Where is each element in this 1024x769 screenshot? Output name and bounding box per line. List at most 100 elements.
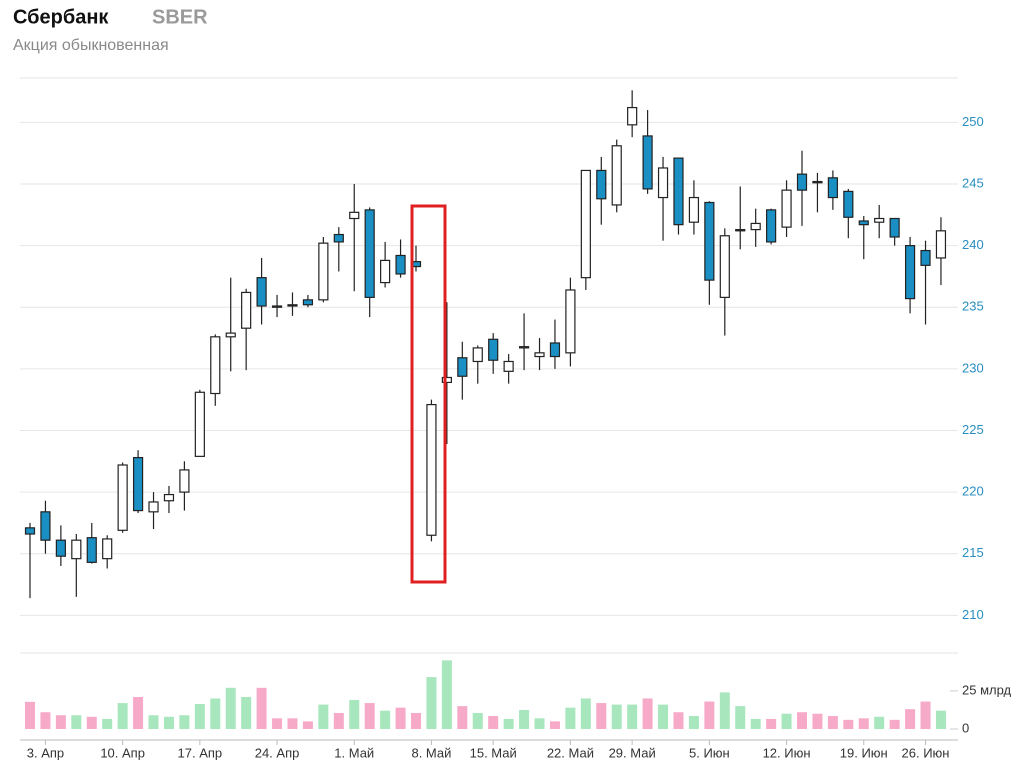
candle-body xyxy=(287,304,298,307)
candle-body xyxy=(920,249,931,266)
candle-body xyxy=(163,493,175,502)
volume-bar xyxy=(688,716,699,729)
volume-bar xyxy=(40,712,51,729)
candle-body xyxy=(148,501,159,513)
x-tick-label: 15. Май xyxy=(470,745,517,760)
candle-body xyxy=(179,469,190,493)
candle-body xyxy=(194,391,205,457)
volume-bar xyxy=(874,716,885,729)
candle-body xyxy=(858,220,869,226)
volume-bar xyxy=(349,700,360,729)
ticker: SBER xyxy=(152,6,208,28)
volume-bar xyxy=(534,718,545,729)
volume-bar xyxy=(225,687,236,729)
volume-tick-label: 25 млрд xyxy=(962,682,1012,697)
candle-body xyxy=(364,209,375,298)
volume-bar xyxy=(302,721,313,729)
x-tick-label: 10. Апр xyxy=(100,745,145,760)
candle-body xyxy=(395,254,406,275)
volume-bar xyxy=(179,715,190,729)
volume-bar xyxy=(364,703,375,729)
volume-bar xyxy=(627,704,638,729)
volume-bar xyxy=(658,704,669,729)
volume-bar xyxy=(750,718,761,729)
volume-bar xyxy=(889,719,900,729)
x-tick-label: 19. Июн xyxy=(840,745,888,760)
volume-bar xyxy=(735,706,746,729)
volume-bar xyxy=(194,703,205,729)
candle-body xyxy=(256,277,267,307)
candle-body xyxy=(241,291,252,329)
volume-bar xyxy=(519,709,530,729)
candle-body xyxy=(86,537,97,563)
candle-body xyxy=(781,189,792,228)
y-tick-label: 215 xyxy=(962,545,984,560)
x-tick-label: 22. Май xyxy=(547,745,594,760)
volume-bar xyxy=(25,701,35,729)
volume-bar xyxy=(333,712,344,729)
x-tick-label: 8. Май xyxy=(411,745,451,760)
candle-body xyxy=(349,211,360,220)
volume-bar xyxy=(565,707,576,729)
volume-bar xyxy=(905,709,916,729)
candle-body xyxy=(426,404,437,536)
candle-body xyxy=(719,235,730,298)
volume-bar xyxy=(920,701,931,729)
volume-bar xyxy=(642,698,653,729)
candle-body xyxy=(874,217,885,223)
y-tick-label: 240 xyxy=(962,237,984,252)
subtitle: Акция обыкновенная xyxy=(13,37,169,54)
y-tick-label: 225 xyxy=(962,422,984,437)
volume-tick-label: 0 xyxy=(962,720,969,735)
volume-bar xyxy=(102,718,113,729)
candle-body xyxy=(704,201,715,281)
candle-body xyxy=(843,190,854,218)
volume-bar xyxy=(241,696,252,729)
candle-body xyxy=(457,357,468,377)
x-tick-label: 1. Май xyxy=(334,745,374,760)
candle-body xyxy=(812,180,823,184)
candle-body xyxy=(750,222,761,231)
candle-body xyxy=(518,346,530,349)
volume-bar xyxy=(55,715,66,729)
candle-body xyxy=(441,376,452,384)
candle-body xyxy=(596,169,607,200)
candle-body xyxy=(117,464,128,531)
volume-bar xyxy=(843,719,854,729)
volume-bar xyxy=(411,712,421,729)
volume-bar xyxy=(858,718,869,729)
candle-body xyxy=(55,539,66,557)
volume-bar xyxy=(781,713,792,729)
volume-bar xyxy=(766,718,777,729)
x-tick-label: 29. Май xyxy=(609,745,656,760)
candle-body xyxy=(673,157,684,226)
volume-bar xyxy=(272,718,283,729)
candle-body xyxy=(827,177,838,199)
candle-body xyxy=(627,106,638,126)
y-tick-label: 245 xyxy=(962,175,984,190)
volume-bar xyxy=(133,696,144,729)
volume-bar xyxy=(611,704,622,729)
volume-bar xyxy=(287,718,298,729)
candle-body xyxy=(24,527,36,535)
x-tick-label: 26. Июн xyxy=(902,745,950,760)
x-tick-label: 12. Июн xyxy=(763,745,811,760)
volume-bar xyxy=(596,703,607,729)
volume-bar xyxy=(827,716,838,729)
candle-body xyxy=(735,228,746,232)
volume-bar xyxy=(503,718,514,729)
candle-body xyxy=(580,169,591,279)
volume-bar xyxy=(472,712,483,729)
candle-body xyxy=(688,196,700,223)
candle-body xyxy=(549,342,561,358)
volume-bar xyxy=(71,715,82,729)
candle-body xyxy=(302,299,314,306)
x-tick-label: 24. Апр xyxy=(255,745,300,760)
candle-body xyxy=(472,347,483,363)
candle-body xyxy=(642,135,653,190)
candle-body xyxy=(71,539,82,560)
volume-bar xyxy=(426,677,437,729)
candle-body xyxy=(132,456,144,512)
volume-bar xyxy=(797,712,807,729)
